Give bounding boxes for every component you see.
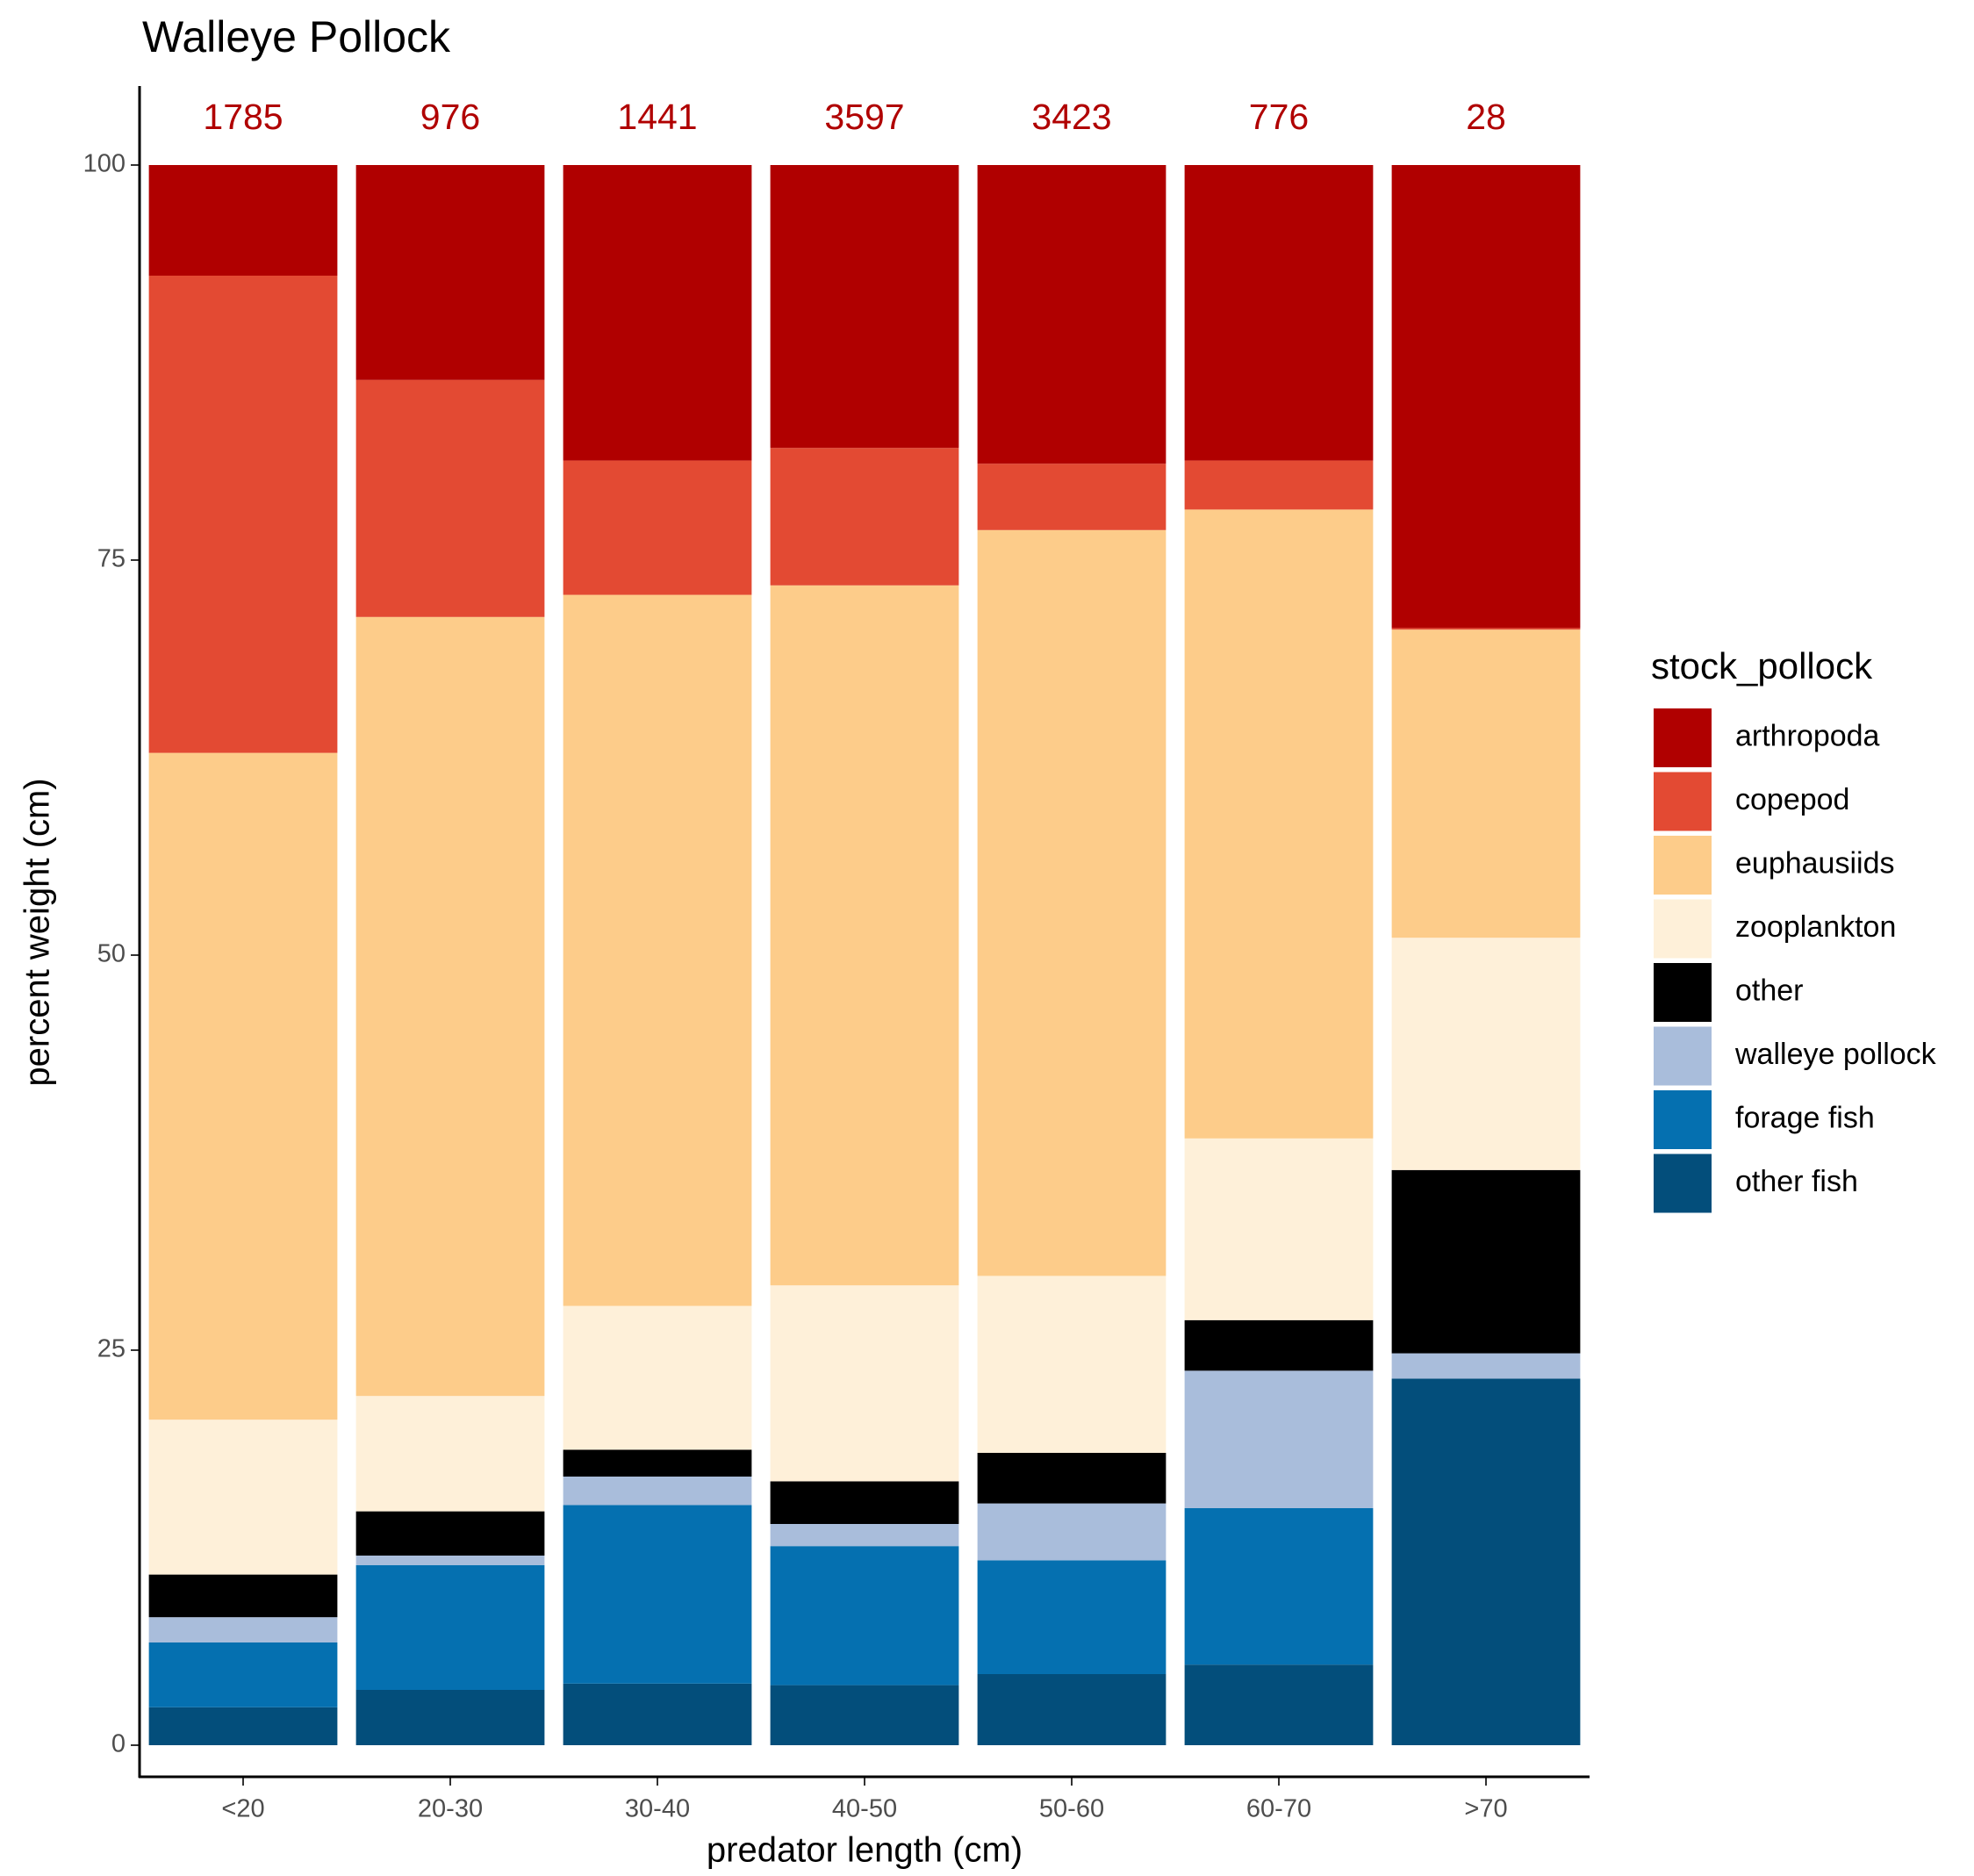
legend-key <box>1654 836 1712 895</box>
bar-segment <box>563 165 752 461</box>
legend-title: stock_pollock <box>1651 645 1873 686</box>
bar-segment <box>770 1481 959 1524</box>
y-tick-label: 25 <box>97 1335 126 1363</box>
count-label: 28 <box>1466 97 1506 137</box>
x-axis-title: predator length (cm) <box>707 1831 1023 1870</box>
legend-label: walleye pollock <box>1734 1038 1937 1071</box>
bar-segment <box>148 276 338 753</box>
bar-segment <box>770 1546 959 1686</box>
bar-segment <box>148 1707 338 1745</box>
bar-segment <box>355 616 545 1397</box>
bar-segment <box>355 1396 545 1512</box>
bar-segment <box>977 464 1166 530</box>
bar-segment <box>1391 628 1581 630</box>
bar-segment <box>977 1674 1166 1745</box>
bar-segment <box>563 1505 752 1684</box>
bar-segment <box>1184 460 1374 510</box>
count-label: 3423 <box>1031 97 1111 137</box>
y-tick-label: 50 <box>97 940 126 968</box>
bar-segment <box>1391 1169 1581 1354</box>
bar-segment <box>1184 165 1374 461</box>
bar-segment <box>148 1642 338 1707</box>
count-label: 3597 <box>824 97 904 137</box>
bar-segment <box>148 1617 338 1642</box>
legend-label: copepod <box>1735 783 1849 816</box>
legend-key <box>1654 899 1712 959</box>
legend-key <box>1654 1026 1712 1086</box>
x-tick-label: 50-60 <box>1039 1795 1104 1823</box>
bar-segment <box>977 1503 1166 1561</box>
legend-key <box>1654 1154 1712 1213</box>
x-tick-label: 30-40 <box>625 1795 690 1823</box>
x-tick-label: 20-30 <box>418 1795 483 1823</box>
bar-segment <box>1391 1378 1581 1745</box>
x-tick-label: 60-70 <box>1246 1795 1311 1823</box>
y-axis-title: percent weight (cm) <box>18 778 57 1086</box>
bar-segment <box>1391 938 1581 1170</box>
bar-segment <box>1391 1353 1581 1379</box>
legend-key <box>1654 1090 1712 1149</box>
bar-segment <box>148 1420 338 1575</box>
count-label: 976 <box>420 97 480 137</box>
legend-label: euphausiids <box>1735 846 1894 880</box>
chart-title: Walleye Pollock <box>142 12 451 61</box>
y-tick-label: 75 <box>97 545 126 573</box>
count-label: 1441 <box>617 97 697 137</box>
count-label: 1785 <box>203 97 283 137</box>
x-tick-label: 40-50 <box>832 1795 897 1823</box>
bar-segment <box>1184 1138 1374 1320</box>
bar-segment <box>1391 629 1581 938</box>
legend-label: other <box>1735 974 1804 1007</box>
bar-segment <box>770 165 959 449</box>
bar-segment <box>355 1556 545 1565</box>
legend-label: other fish <box>1735 1165 1858 1198</box>
bar-segment <box>355 379 545 617</box>
legend-key <box>1654 708 1712 767</box>
bar-segment <box>1184 509 1374 1139</box>
bar-segment <box>1391 165 1581 629</box>
y-tick-label: 0 <box>111 1730 126 1758</box>
legend-key <box>1654 963 1712 1022</box>
bar-segment <box>1184 1319 1374 1371</box>
bar-segment <box>563 1477 752 1506</box>
count-label: 776 <box>1249 97 1309 137</box>
legend-label: forage fish <box>1735 1101 1875 1134</box>
bar-segment <box>563 1305 752 1450</box>
x-tick-label: >70 <box>1464 1795 1507 1823</box>
bar-segment <box>770 448 959 586</box>
bar-segment <box>977 1560 1166 1674</box>
legend-key <box>1654 772 1712 831</box>
bar-segment <box>563 594 752 1306</box>
bar-segment <box>563 1683 752 1745</box>
bar-segment <box>770 1285 959 1482</box>
bar-segment <box>1184 1370 1374 1508</box>
bar-segment <box>148 1574 338 1618</box>
bar-segment <box>977 1276 1166 1453</box>
bar-segment <box>355 1511 545 1556</box>
y-tick-label: 100 <box>83 150 126 178</box>
bar-segment <box>563 1449 752 1477</box>
bar-segment <box>1184 1508 1374 1665</box>
bar-segment <box>770 1685 959 1745</box>
legend-label: zooplankton <box>1735 910 1896 944</box>
bar-segment <box>148 752 338 1420</box>
bar-segment <box>355 1564 545 1690</box>
bar-segment <box>770 585 959 1286</box>
bar-segment <box>977 165 1166 464</box>
bar-segment <box>355 1690 545 1745</box>
bar-segment <box>977 1453 1166 1504</box>
bar-segment <box>563 460 752 595</box>
bar-segment <box>355 165 545 380</box>
bar-segment <box>1184 1664 1374 1745</box>
bar-segment <box>977 529 1166 1276</box>
bar-segment <box>770 1524 959 1547</box>
bar-segment <box>148 165 338 276</box>
legend-label: arthropoda <box>1735 719 1880 752</box>
x-tick-label: <20 <box>221 1795 264 1823</box>
